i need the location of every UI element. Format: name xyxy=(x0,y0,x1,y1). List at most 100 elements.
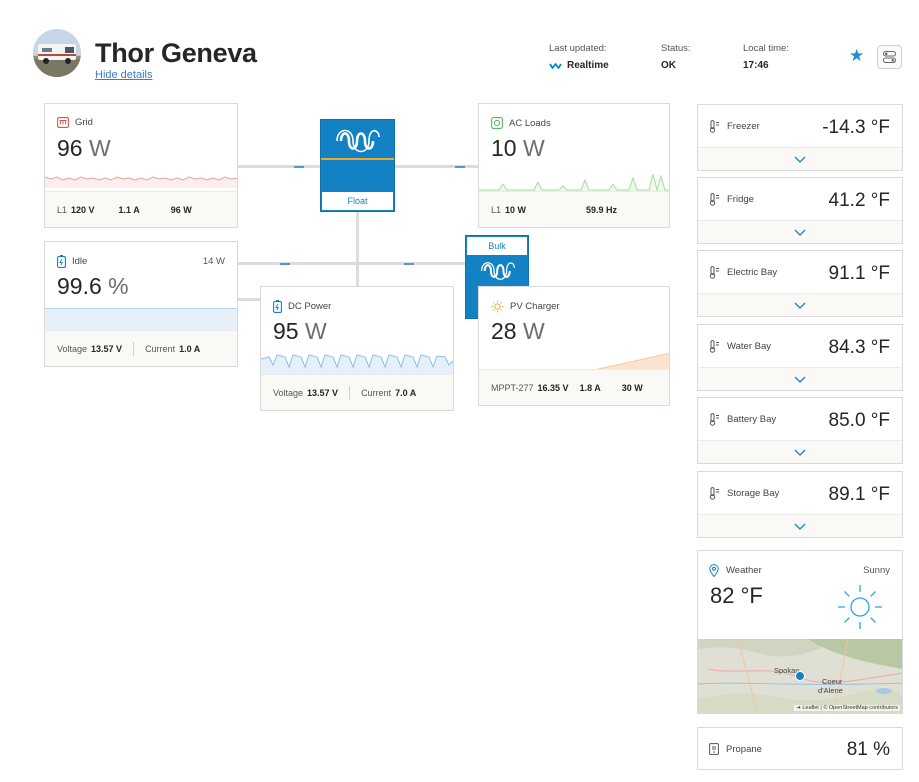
battery-state: Idle xyxy=(72,256,88,267)
map-tiles xyxy=(698,639,902,713)
status-value: OK xyxy=(661,60,676,71)
dc-current-label: Current xyxy=(361,387,392,398)
ac-loads-value-number: 10 xyxy=(491,135,517,161)
ac-loads-value-unit: W xyxy=(522,135,545,161)
victron-logo-icon xyxy=(336,129,380,153)
wire-dc-bus xyxy=(238,262,465,265)
propane-card[interactable]: Propane 81 % xyxy=(697,727,903,770)
battery-value-number: 99.6 xyxy=(57,273,102,299)
map-label-coeur: Coeur xyxy=(822,677,843,686)
chevron-down-icon xyxy=(794,376,806,383)
weather-map[interactable]: Spokan Coeur d'Alene ➔ Leaflet | © OpenS… xyxy=(698,639,902,713)
dc-power-value-number: 95 xyxy=(273,318,299,344)
ac-loads-title: AC Loads xyxy=(509,117,551,129)
grid-icon xyxy=(57,117,69,128)
thermometer-icon xyxy=(709,340,719,353)
dc-power-card[interactable]: DC Power 95 W Voltage 13.57 V Current 7.… xyxy=(260,286,454,411)
weather-temp: 82 °F xyxy=(710,583,763,608)
favorite-star-icon[interactable]: ★ xyxy=(849,46,865,65)
battery-voltage-label: Voltage xyxy=(57,343,88,354)
battery-header: Idle xyxy=(57,255,87,268)
temp-card-water-bay[interactable]: Water Bay 84.3 °F xyxy=(697,324,903,391)
pv-current: 1.8 A xyxy=(579,382,601,393)
weather-title: Weather xyxy=(726,565,762,576)
temp-name: Fridge xyxy=(727,194,754,205)
map-attribution[interactable]: ➔ Leaflet | © OpenStreetMap contributors xyxy=(794,705,900,711)
propane-header: Propane xyxy=(709,743,762,755)
expand-button[interactable] xyxy=(698,367,902,390)
wire-bus-dcpower xyxy=(356,262,359,286)
expand-button[interactable] xyxy=(698,293,902,316)
last-updated-value: Realtime xyxy=(549,60,609,71)
divider xyxy=(349,385,351,400)
expand-button[interactable] xyxy=(698,220,902,243)
chevron-down-icon xyxy=(794,302,806,309)
thermometer-icon xyxy=(709,266,719,279)
dc-power-sparkline xyxy=(261,354,453,376)
temp-value: 85.0 °F xyxy=(828,410,890,431)
temp-value: 91.1 °F xyxy=(828,263,890,284)
ac-loads-sparkline xyxy=(479,173,669,192)
temp-card-electric-bay[interactable]: Electric Bay 91.1 °F xyxy=(697,250,903,317)
dc-power-title: DC Power xyxy=(288,301,332,312)
pv-charger-value: 28 W xyxy=(491,318,545,345)
battery-current: 1.0 A xyxy=(179,343,201,354)
map-label-dalene: d'Alene xyxy=(818,686,843,695)
weather-condition: Sunny xyxy=(863,565,890,576)
expand-button[interactable] xyxy=(698,147,902,170)
grid-voltage: 120 V xyxy=(71,204,95,215)
temp-value: 84.3 °F xyxy=(828,337,890,358)
battery-power: 14 W xyxy=(202,256,225,267)
grid-power: 96 W xyxy=(170,204,192,215)
temp-card-battery-bay[interactable]: Battery Bay 85.0 °F xyxy=(697,397,903,464)
dc-power-icon xyxy=(273,300,282,313)
chevron-down-icon xyxy=(794,523,806,530)
pv-value-number: 28 xyxy=(491,318,517,344)
ac-loads-power: 10 W xyxy=(505,204,527,215)
expand-button[interactable] xyxy=(698,440,902,463)
wire-battery-dc xyxy=(238,298,260,301)
battery-value-unit: % xyxy=(108,273,129,299)
toggle-settings-icon xyxy=(883,51,896,63)
hide-details-link[interactable]: Hide details xyxy=(95,69,153,81)
flow-dot xyxy=(294,166,304,168)
tank-icon xyxy=(709,743,719,755)
ac-loads-card[interactable]: AC Loads 10 W L1 10 W 59.9 Hz xyxy=(478,103,670,228)
battery-card[interactable]: Idle 14 W 99.6 % Voltage 13.57 V Current… xyxy=(44,241,238,367)
chevron-down-icon xyxy=(794,449,806,456)
dc-voltage: 13.57 V xyxy=(307,387,339,398)
grid-phase: L1 xyxy=(57,204,68,215)
grid-card[interactable]: Grid 96 W L1 120 V 1.1 A 96 W xyxy=(44,103,238,228)
pv-charger-footer: MPPT-277 16.35 V 1.8 A 30 W xyxy=(479,369,669,405)
grid-footer: L1 120 V 1.1 A 96 W xyxy=(45,191,237,227)
pv-charger-title: PV Charger xyxy=(510,301,560,312)
victron-logo-icon xyxy=(480,262,516,280)
temp-card-freezer[interactable]: Freezer -14.3 °F xyxy=(697,104,903,171)
pv-charger-card[interactable]: PV Charger 28 W MPPT-277 16.35 V 1.8 A 3… xyxy=(478,286,670,406)
ac-loads-icon xyxy=(491,117,503,129)
temp-header: Electric Bay xyxy=(709,266,777,279)
temp-value: 41.2 °F xyxy=(828,190,890,211)
temp-card-storage-bay[interactable]: Storage Bay 89.1 °F xyxy=(697,471,903,538)
inverter-box[interactable]: Float xyxy=(320,119,395,212)
wire-grid-inverter xyxy=(238,165,320,168)
ac-loads-header: AC Loads xyxy=(491,117,551,129)
battery-icon xyxy=(57,255,66,268)
grid-value-number: 96 xyxy=(57,135,83,161)
temp-name: Freezer xyxy=(727,121,760,132)
location-pin-icon xyxy=(709,564,719,577)
temp-value: -14.3 °F xyxy=(822,117,890,138)
flow-dot xyxy=(404,263,414,265)
wire-inverter-bus xyxy=(356,212,359,264)
location-marker[interactable] xyxy=(795,671,805,681)
propane-value: 81 % xyxy=(846,739,890,760)
battery-soc-value: 99.6 % xyxy=(57,273,129,300)
thermometer-icon xyxy=(709,193,719,206)
grid-power-value: 96 W xyxy=(57,135,111,162)
expand-button[interactable] xyxy=(698,514,902,537)
settings-button[interactable] xyxy=(877,45,902,69)
grid-current: 1.1 A xyxy=(118,204,140,215)
weather-card[interactable]: Weather Sunny 82 °F Spokan Coeur d'Alene… xyxy=(697,550,903,714)
temp-card-fridge[interactable]: Fridge 41.2 °F xyxy=(697,177,903,244)
ac-loads-footer: L1 10 W 59.9 Hz xyxy=(479,191,669,227)
